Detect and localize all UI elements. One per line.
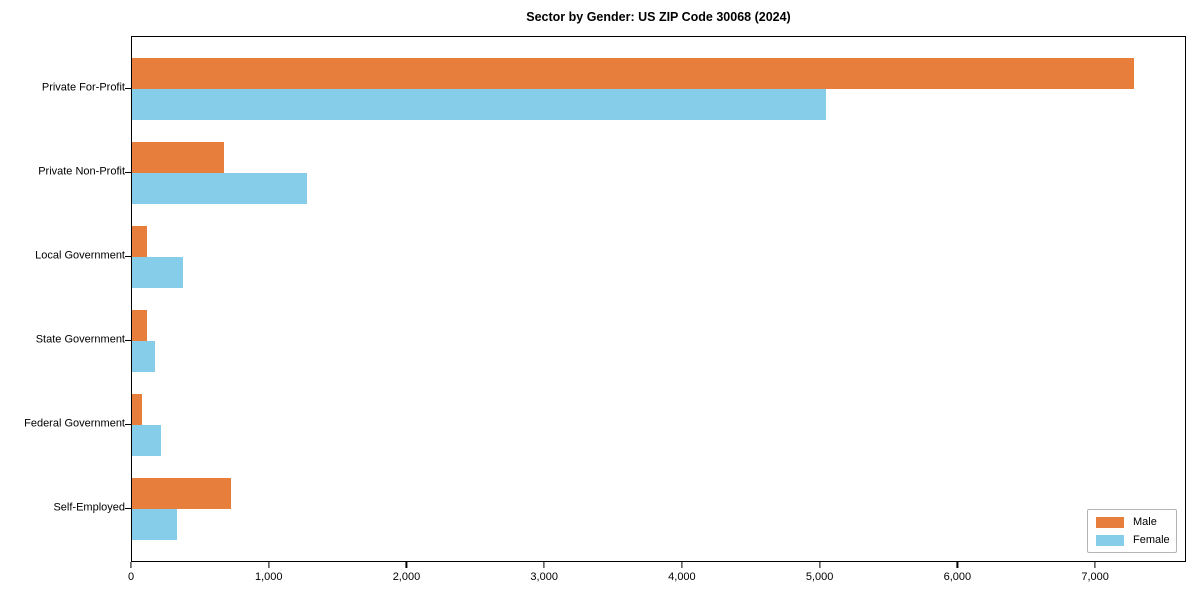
bar-male xyxy=(132,142,225,173)
legend-entry-female: Female xyxy=(1096,534,1170,546)
bar-female xyxy=(132,89,827,120)
bar-group xyxy=(132,478,1185,540)
x-tick-label: 0 xyxy=(127,571,135,583)
x-tick-label: 2,000 xyxy=(392,571,421,583)
x-tick-mark xyxy=(956,562,958,568)
plot-area: Male Female xyxy=(131,36,1186,562)
y-tick-label: Local Government xyxy=(35,249,125,262)
legend-label-female: Female xyxy=(1133,534,1170,546)
bar-male xyxy=(132,58,1135,89)
y-tick-mark xyxy=(125,256,131,258)
y-tick-mark xyxy=(125,88,131,90)
bar-female xyxy=(132,425,161,456)
y-tick-label: Federal Government xyxy=(24,417,125,430)
y-tick-label: State Government xyxy=(35,333,125,346)
y-tick-mark xyxy=(125,424,131,426)
x-tick-label: 1,000 xyxy=(254,571,283,583)
legend-entry-male: Male xyxy=(1096,516,1168,528)
x-tick-mark xyxy=(681,562,683,568)
bar-female xyxy=(132,257,183,288)
bar-group xyxy=(132,226,1185,288)
x-tick-label: 4,000 xyxy=(668,571,696,583)
legend: Male Female xyxy=(1087,509,1177,553)
x-tick-label: 5,000 xyxy=(805,571,834,583)
y-tick-label: Self-Employed xyxy=(53,501,125,514)
bar-male xyxy=(132,226,148,257)
legend-label-male: Male xyxy=(1133,516,1157,528)
x-tick-mark xyxy=(130,562,132,568)
bar-male xyxy=(132,478,231,509)
chart-title: Sector by Gender: US ZIP Code 30068 (202… xyxy=(526,10,791,24)
y-tick-mark xyxy=(125,508,131,510)
bar-male xyxy=(132,310,148,341)
y-tick-mark xyxy=(125,172,131,174)
x-tick-mark xyxy=(405,562,408,568)
bar-group xyxy=(132,142,1185,204)
bar-female xyxy=(132,173,308,204)
x-tick-mark xyxy=(543,562,545,568)
bar-group xyxy=(132,394,1185,456)
bar-group xyxy=(132,310,1185,372)
bar-female xyxy=(132,509,178,540)
legend-swatch-female xyxy=(1096,534,1124,546)
x-tick-mark xyxy=(819,562,821,568)
x-tick-mark xyxy=(268,562,270,568)
y-tick-label: Private For-Profit xyxy=(41,81,125,94)
bar-female xyxy=(132,341,156,372)
x-tick-mark xyxy=(1094,562,1096,568)
y-tick-label: Private Non-Profit xyxy=(38,165,125,178)
x-tick-label: 7,000 xyxy=(1081,571,1109,583)
x-tick-label: 3,000 xyxy=(530,571,558,583)
y-tick-mark xyxy=(125,340,131,342)
bar-group xyxy=(132,58,1185,120)
x-tick-label: 6,000 xyxy=(943,571,972,583)
legend-swatch-male xyxy=(1096,516,1124,528)
bar-male xyxy=(132,394,143,425)
